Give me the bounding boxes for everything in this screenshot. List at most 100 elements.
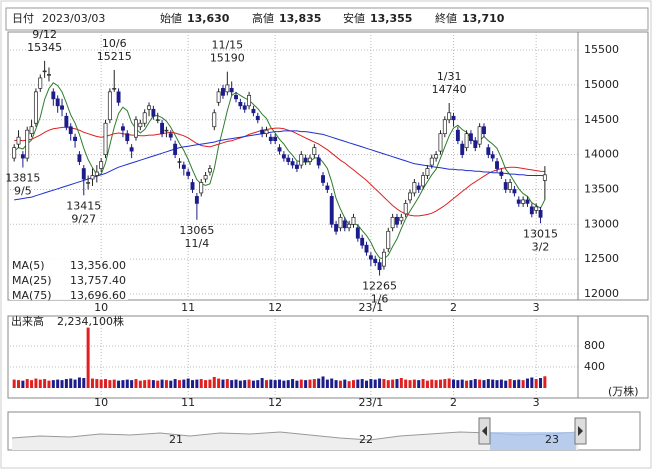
candle-body <box>277 147 282 152</box>
header-value: 13,710 <box>462 12 505 25</box>
candle-body <box>412 182 417 194</box>
volume-bar <box>434 380 438 388</box>
volume-bar <box>25 379 29 388</box>
header-box <box>5 7 649 31</box>
x-tick-label: 23/1 <box>359 301 384 314</box>
volume-bar <box>21 380 25 388</box>
y-tick-label: 12000 <box>584 287 619 300</box>
volume-bar <box>312 379 316 388</box>
candle-body <box>425 168 430 176</box>
candle-body <box>73 136 78 142</box>
volume-bar <box>212 376 216 388</box>
volume-bar <box>34 378 38 388</box>
volume-value: 2,234,100株 <box>57 314 124 328</box>
y-tick-label: 400 <box>584 360 605 373</box>
candle-body <box>542 174 547 181</box>
y-tick-label: 15000 <box>584 78 619 91</box>
volume-bar <box>417 380 421 388</box>
candle-body <box>347 223 352 229</box>
x-tick-label: 12 <box>268 301 282 314</box>
navigator-selection[interactable] <box>490 432 576 450</box>
volume-bar <box>69 378 73 388</box>
volume-bar <box>543 376 547 388</box>
candle-body <box>503 182 508 190</box>
candle-body <box>16 136 21 145</box>
candle-body <box>177 161 182 163</box>
volume-bar <box>156 380 160 388</box>
candle-body <box>373 258 378 263</box>
volume-bar <box>373 379 377 388</box>
annotation-value: 15215 <box>97 50 132 63</box>
legend-value: 13,356.00 <box>70 259 126 272</box>
x-tick-label: 3 <box>533 396 540 409</box>
candle-body <box>77 154 82 162</box>
volume-bar <box>225 379 229 388</box>
candle-body <box>321 175 325 183</box>
volume-bar <box>499 379 503 388</box>
candle-body <box>68 126 73 135</box>
volume-bar <box>182 379 186 388</box>
volume-bar <box>125 379 129 388</box>
candle-body <box>495 161 499 169</box>
candle-body <box>281 154 286 159</box>
candle-body <box>107 91 112 121</box>
candle-body <box>386 230 391 250</box>
volume-bar <box>321 376 325 388</box>
candle-body <box>251 108 256 114</box>
candle-body <box>434 154 439 159</box>
legend-value: 13,696.60 <box>70 289 126 302</box>
annotation-label: 1/31 <box>437 70 462 83</box>
candle-body <box>60 105 64 110</box>
y-tick-label: 13500 <box>584 182 619 195</box>
annotation-value: 15190 <box>210 52 245 65</box>
candle-body <box>429 157 434 166</box>
volume-bar <box>138 380 142 388</box>
volume-bar <box>504 380 508 388</box>
volume-bar <box>51 380 55 388</box>
volume-name: 出来高 <box>11 314 44 328</box>
volume-bar <box>295 380 299 388</box>
volume-bar <box>530 377 534 388</box>
volume-bar <box>491 379 495 388</box>
candle-body <box>455 129 460 142</box>
volume-bar <box>334 380 338 388</box>
candle-body <box>134 119 138 138</box>
candle-body <box>103 122 108 155</box>
volume-bar <box>304 380 308 388</box>
volume-bar <box>177 380 181 388</box>
volume-bar <box>30 380 34 388</box>
candle-body <box>260 129 265 135</box>
candle-body <box>216 91 221 103</box>
volume-bar <box>173 379 177 388</box>
candle-body <box>355 227 360 239</box>
candle-body <box>294 164 299 169</box>
volume-bar <box>60 380 64 388</box>
volume-bar <box>325 379 329 388</box>
candle-body <box>316 157 321 166</box>
volume-bar <box>208 379 212 388</box>
x-tick-label: 10 <box>94 301 108 314</box>
y-tick-label: 14000 <box>584 148 619 161</box>
candle-body <box>86 182 91 184</box>
candle-body <box>151 108 156 117</box>
volume-bar <box>38 379 42 388</box>
annotation-value: 13815 <box>5 171 40 184</box>
volume-bar <box>517 379 521 388</box>
volume-bar <box>12 379 16 388</box>
volume-bar <box>260 378 264 388</box>
volume-bar <box>238 380 242 388</box>
candle-body <box>395 216 399 225</box>
x-tick-label: 10 <box>94 396 108 409</box>
candle-body <box>47 74 51 76</box>
volume-bar <box>47 380 51 388</box>
candle-body <box>242 105 247 110</box>
candle-body <box>225 84 230 93</box>
x-tick-label: 12 <box>268 396 282 409</box>
volume-bar <box>452 379 456 388</box>
volume-bar <box>404 379 408 388</box>
volume-bar <box>508 379 512 388</box>
volume-bar <box>286 380 290 388</box>
volume-bar <box>482 380 486 388</box>
annotation-label: 10/6 <box>102 37 127 50</box>
y-tick-label: 14500 <box>584 113 619 126</box>
